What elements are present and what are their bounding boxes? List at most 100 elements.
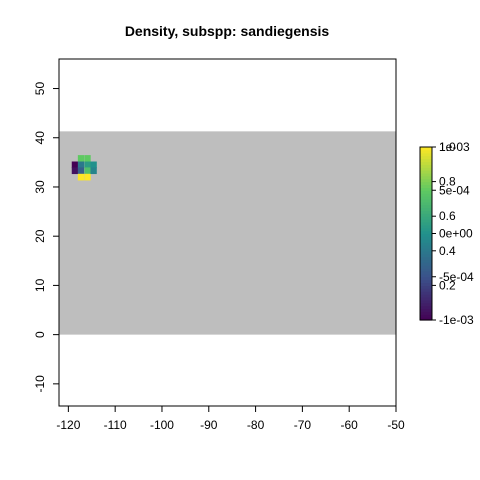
colorbar-segment bbox=[420, 227, 432, 232]
colorbar-segment bbox=[420, 239, 432, 243]
colorbar-segment bbox=[420, 147, 432, 151]
density-cell bbox=[84, 167, 91, 175]
colorbar-segment bbox=[420, 256, 432, 261]
colorbar-segment bbox=[420, 158, 432, 163]
colorbar-segment bbox=[420, 305, 432, 310]
x-tick-label: -90 bbox=[200, 418, 218, 432]
colorbar-segment bbox=[420, 233, 432, 237]
x-tick-label: -70 bbox=[294, 418, 312, 432]
y-tick-label: 20 bbox=[33, 229, 47, 243]
colorbar-label-right: -1e-03 bbox=[439, 313, 474, 327]
colorbar-segment bbox=[420, 250, 432, 255]
colorbar-segment bbox=[420, 178, 432, 183]
colorbar-segment bbox=[420, 172, 432, 177]
x-tick-label: -80 bbox=[247, 418, 265, 432]
x-tick-label: -50 bbox=[387, 418, 405, 432]
colorbar-segment bbox=[420, 265, 432, 269]
y-tick-label: 30 bbox=[33, 180, 47, 194]
x-tick-label: -120 bbox=[56, 418, 80, 432]
colorbar-legend: 1.0 0.8 0.6 0.4 0.2 1e-03 5e-04 0e+00 -5e-04 -1e-… bbox=[419, 140, 474, 327]
colorbar-segment bbox=[420, 193, 432, 197]
y-tick-label: 40 bbox=[33, 131, 47, 145]
density-cell bbox=[84, 173, 91, 181]
density-cell bbox=[77, 167, 85, 175]
colorbar-segment bbox=[420, 308, 432, 312]
density-cell bbox=[77, 155, 85, 162]
colorbar-label-left: 0.8 bbox=[439, 175, 456, 189]
colorbar-segment bbox=[420, 296, 432, 301]
colorbar-segment bbox=[420, 242, 432, 246]
x-tick-label: -110 bbox=[104, 418, 127, 432]
colorbar-label-right: 5e-04 bbox=[439, 183, 470, 197]
colorbar-segment bbox=[420, 282, 432, 286]
density-cell bbox=[84, 155, 91, 162]
colorbar-segment bbox=[420, 201, 432, 206]
colorbar-segment bbox=[420, 210, 432, 214]
colorbar-segment bbox=[420, 152, 432, 157]
colorbar-segment bbox=[420, 221, 432, 226]
colorbar-segment bbox=[420, 184, 432, 188]
colorbar-segment bbox=[420, 204, 432, 209]
chart-title: Density, subspp: sandiegensis bbox=[125, 23, 330, 39]
colorbar-segment bbox=[420, 196, 432, 200]
colorbar-segment bbox=[420, 164, 432, 168]
axes: -120 -110 -100 -90 -80 -70 -60 -50-100102030405… bbox=[33, 82, 405, 432]
colorbar-segment bbox=[420, 230, 432, 235]
colorbar-segment bbox=[420, 314, 432, 318]
colorbar-label-left: 0.6 bbox=[439, 209, 456, 223]
colorbar-segment bbox=[420, 149, 432, 154]
colorbar-label-right: 1e-03 bbox=[439, 140, 470, 154]
x-tick-label: -100 bbox=[150, 418, 174, 432]
density-cell bbox=[77, 161, 85, 169]
colorbar-segment bbox=[420, 268, 432, 272]
colorbar-segment bbox=[420, 276, 432, 281]
colorbar-label-left: 0.2 bbox=[439, 278, 456, 292]
colorbar-label-right: -5e-04 bbox=[439, 270, 474, 284]
colorbar-segment bbox=[420, 285, 432, 289]
colorbar-segment bbox=[420, 288, 432, 292]
y-tick-label: 0 bbox=[33, 331, 47, 338]
colorbar-segment bbox=[420, 219, 432, 223]
colorbar-segment bbox=[420, 181, 432, 186]
y-tick-label: 50 bbox=[33, 82, 47, 96]
plot-area bbox=[58, 58, 397, 407]
colorbar-segment bbox=[420, 270, 432, 275]
colorbar-label-left: 0.4 bbox=[439, 244, 456, 258]
colorbar-label-right: 0e+00 bbox=[439, 227, 473, 241]
density-cell bbox=[71, 167, 79, 175]
colorbar-segment bbox=[420, 291, 432, 295]
density-cell bbox=[90, 161, 97, 169]
colorbar-segment bbox=[420, 216, 432, 220]
density-cell bbox=[77, 173, 85, 181]
colorbar-segment bbox=[420, 170, 432, 174]
colorbar-segment bbox=[420, 213, 432, 217]
colorbar-segment bbox=[420, 236, 432, 240]
colorbar-segment bbox=[420, 273, 432, 278]
density-cell bbox=[84, 161, 91, 169]
colorbar-segment bbox=[420, 167, 432, 171]
colorbar-segment bbox=[420, 294, 432, 298]
colorbar-segment bbox=[420, 190, 432, 194]
colorbar-segment bbox=[420, 299, 432, 304]
y-tick-label: 10 bbox=[33, 278, 47, 292]
colorbar-segment bbox=[420, 198, 432, 203]
background-raster-band bbox=[59, 131, 396, 335]
colorbar-segment bbox=[420, 224, 432, 229]
colorbar-segment bbox=[420, 247, 432, 252]
colorbar-segment bbox=[420, 262, 432, 266]
colorbar-segment bbox=[420, 245, 432, 249]
colorbar-segment bbox=[420, 187, 432, 191]
colorbar-segment bbox=[420, 259, 432, 263]
colorbar-segment bbox=[420, 155, 432, 160]
colorbar-label-left: 1.0 bbox=[439, 140, 456, 154]
colorbar-segment bbox=[420, 161, 432, 165]
colorbar-segment bbox=[420, 311, 432, 315]
density-cell bbox=[90, 167, 97, 175]
density-cell bbox=[71, 161, 79, 169]
colorbar-segment bbox=[420, 279, 432, 284]
colorbar-segment bbox=[420, 253, 432, 258]
y-tick-label: -10 bbox=[33, 375, 47, 393]
colorbar-segment bbox=[420, 207, 432, 212]
colorbar-segment bbox=[420, 302, 432, 307]
x-tick-label: -60 bbox=[341, 418, 359, 432]
